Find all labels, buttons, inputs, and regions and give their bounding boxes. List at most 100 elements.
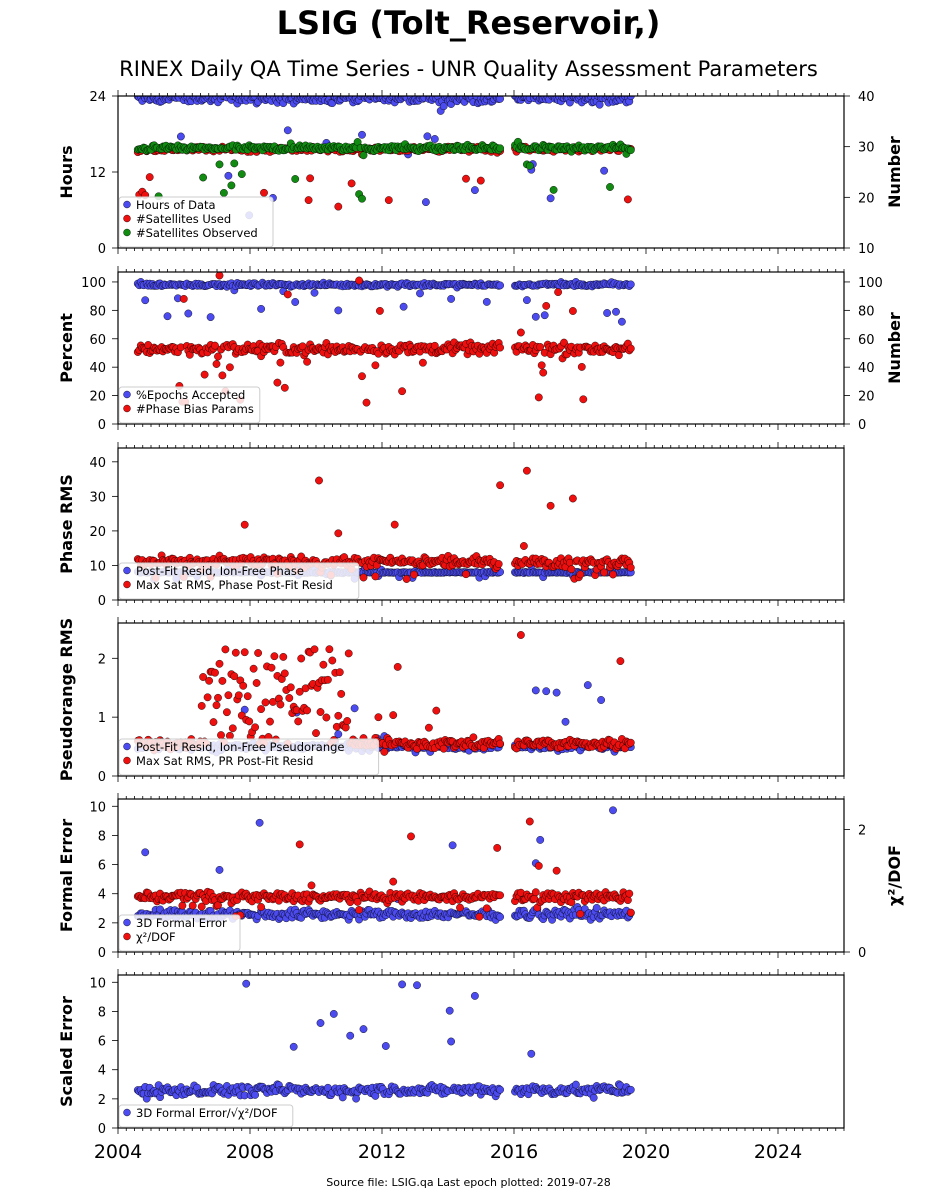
series-1 [133, 806, 635, 924]
data-point [496, 481, 504, 490]
data-point [527, 1049, 536, 1058]
legend-marker [123, 390, 131, 399]
y-tick-label: 0 [98, 594, 106, 609]
x-axis [117, 90, 845, 254]
data-point [212, 701, 221, 710]
legend-marker [123, 932, 131, 941]
data-point [141, 848, 150, 857]
data-point [184, 309, 193, 318]
legend-label: Post-Fit Resid, Ion-Free Pseudorange [136, 740, 344, 754]
data-point [217, 731, 225, 739]
data-point [381, 1042, 390, 1050]
data-point [209, 718, 218, 726]
chart-title: LSIG (Tolt_Reservoir,) [276, 4, 661, 42]
data-point [542, 687, 551, 696]
legend-box [118, 196, 274, 248]
legend-marker [123, 228, 131, 237]
data-point [298, 342, 307, 351]
data-point [624, 195, 632, 204]
data-point [576, 570, 585, 579]
data-point [214, 352, 222, 361]
x-axis [117, 442, 845, 606]
data-point [240, 520, 249, 529]
data-point [334, 306, 343, 315]
data-point [389, 711, 398, 719]
data-point [338, 1093, 347, 1102]
legend: Hours of Data#Satellites Used#Satellites… [118, 196, 274, 248]
data-point [520, 542, 528, 550]
data-point [179, 294, 188, 303]
data-point [315, 476, 323, 485]
data-point [612, 307, 620, 316]
data-point [323, 675, 332, 684]
data-point [536, 836, 545, 844]
y-axis-left: 0 1 2 Pseudorange RMS [57, 618, 118, 785]
y-tick-label-right: 80 [858, 304, 875, 319]
data-point [362, 398, 371, 407]
legend-marker [123, 580, 131, 589]
data-point [542, 301, 551, 310]
y-axis-label: Formal Error [57, 819, 76, 932]
data-point [325, 645, 334, 654]
data-point [341, 723, 350, 732]
data-point [344, 649, 353, 658]
data-point [496, 144, 504, 153]
y-tick-label-right: 60 [858, 333, 875, 348]
y-axis-left: 0 10 20 30 40 Phase RMS [57, 456, 118, 609]
data-point [212, 360, 221, 368]
legend-label: #Phase Bias Params [136, 402, 254, 416]
legend-label: χ²/DOF [136, 930, 176, 944]
data-point [280, 669, 289, 678]
data-point [285, 694, 294, 702]
data-point [312, 729, 320, 737]
y-tick-label: 6 [98, 859, 106, 874]
data-point [540, 311, 549, 320]
data-point [254, 649, 263, 657]
y-tick-label: 100 [81, 276, 106, 291]
data-point [389, 877, 398, 886]
data-point [482, 297, 491, 306]
data-point [231, 648, 240, 657]
data-point [322, 713, 331, 722]
data-point [267, 663, 276, 672]
data-point [618, 317, 626, 326]
data-point [337, 690, 346, 698]
data-point [215, 659, 224, 668]
panel-2: 0 20 40 60 80 100 Percent 0 20 40 60 80 100 Number %Ep… [57, 266, 904, 433]
y-tick-label: 80 [89, 304, 106, 319]
y-axis-label-right: χ²/DOF [885, 845, 904, 906]
data-point [203, 693, 212, 702]
data-point [316, 708, 325, 716]
data-point [222, 708, 231, 717]
data-point [334, 529, 343, 538]
data-point [416, 289, 424, 298]
data-point [316, 1019, 325, 1027]
data-point [592, 904, 601, 912]
y-tick-label: 30 [89, 490, 106, 505]
data-point [572, 1080, 580, 1089]
data-point [218, 371, 227, 380]
data-point [595, 100, 604, 109]
y-tick-label: 0 [98, 418, 106, 433]
data-point [423, 132, 432, 141]
legend-marker [123, 404, 131, 413]
data-point [197, 702, 206, 710]
data-point [199, 673, 208, 681]
data-point [359, 1025, 368, 1034]
data-point [329, 1010, 338, 1018]
data-point [496, 1085, 504, 1094]
data-point [347, 179, 356, 188]
y-tick-label-right: 30 [858, 141, 875, 156]
series-2 [133, 272, 635, 407]
data-point [626, 344, 635, 353]
data-point [439, 744, 448, 753]
data-point [358, 372, 366, 381]
data-point [496, 739, 504, 748]
data-points [133, 979, 635, 1103]
data-point [552, 688, 561, 697]
y-axis-left: 0 20 40 60 80 100 Percent [57, 276, 118, 433]
legend-marker [123, 566, 131, 575]
data-point [251, 723, 260, 732]
data-point [251, 1091, 260, 1099]
data-point [225, 731, 234, 740]
